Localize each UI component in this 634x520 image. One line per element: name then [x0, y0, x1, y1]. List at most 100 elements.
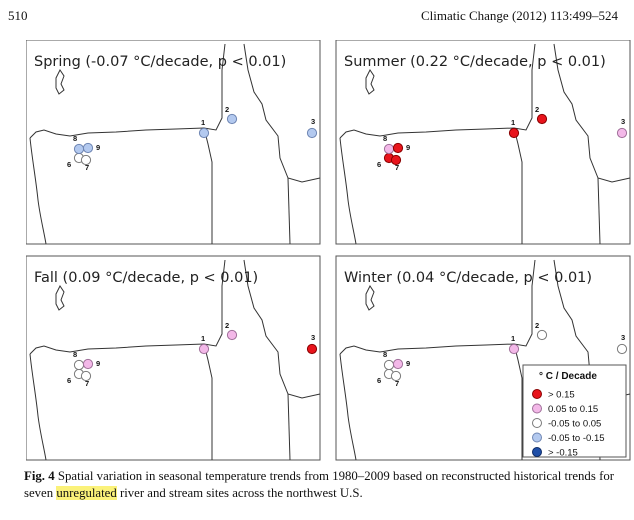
site-marker-7: [390, 154, 402, 166]
panel-frame: [26, 40, 321, 245]
site-marker-7: [80, 154, 92, 166]
state-border: [243, 43, 321, 183]
site-label-7: 7: [395, 163, 399, 172]
legend: ° C / Decade > 0.15 0.05 to 0.15 -0.05 to 0…: [522, 364, 627, 459]
puget-sound: [365, 69, 375, 95]
site-label-6: 6: [67, 160, 71, 169]
panel-title: Spring (-0.07 °C/decade, p < 0.01): [34, 54, 286, 70]
site-marker-8: [73, 359, 85, 371]
map-panel-summer: Summer (0.22 °C/decade, p < 0.01) 1 2 3 6 7 8 9: [335, 40, 631, 245]
coastline: [339, 43, 536, 139]
site-label-7: 7: [85, 379, 89, 388]
site-marker-2: [226, 113, 238, 125]
caption-highlight: unregulated: [56, 486, 117, 500]
site-label-6: 6: [67, 376, 71, 385]
site-marker-3: [616, 343, 628, 355]
legend-swatch-neg_small: [532, 432, 542, 443]
figure-caption: Fig. 4 Spatial variation in seasonal tem…: [24, 468, 614, 502]
state-border: [597, 177, 601, 245]
state-border: [287, 177, 291, 245]
site-label-2: 2: [225, 105, 229, 114]
site-label-9: 9: [406, 143, 410, 152]
site-label-6: 6: [377, 376, 381, 385]
coastline-south: [339, 137, 357, 245]
site-marker-9: [392, 142, 404, 154]
site-marker-7: [390, 370, 402, 382]
figure-svg: Spring (-0.07 °C/decade, p < 0.01) 1 2 3 6 7 8…: [26, 40, 631, 461]
site-label-2: 2: [535, 105, 539, 114]
site-marker-1: [198, 343, 210, 355]
site-label-8: 8: [73, 350, 77, 359]
site-marker-3: [616, 127, 628, 139]
puget-sound: [55, 69, 65, 95]
legend-label-neg_small: -0.05 to -0.15: [548, 433, 605, 444]
page-number: 510: [8, 8, 28, 23]
site-label-2: 2: [535, 321, 539, 330]
site-marker-9: [82, 142, 94, 154]
site-label-3: 3: [621, 117, 625, 126]
site-label-8: 8: [73, 134, 77, 143]
site-label-9: 9: [406, 359, 410, 368]
caption-text-after: river and stream sites across the northw…: [116, 486, 363, 500]
legend-label-near_zero: -0.05 to 0.05: [548, 419, 601, 430]
site-marker-2: [226, 329, 238, 341]
running-head: Climatic Change (2012) 113:499–524: [420, 8, 618, 23]
state-border: [553, 43, 631, 183]
map-panel-fall: Fall (0.09 °C/decade, p < 0.01) 1 2 3 6 7 8 9: [26, 255, 321, 461]
site-label-8: 8: [383, 134, 387, 143]
site-label-9: 9: [96, 359, 100, 368]
caption-text-before: Spatial variation in seasonal temperatur…: [24, 469, 614, 500]
site-marker-8: [73, 143, 85, 155]
site-marker-1: [508, 127, 520, 139]
site-label-1: 1: [511, 334, 515, 343]
coastline: [29, 43, 226, 139]
legend-swatch-near_zero: [532, 418, 542, 428]
site-marker-3: [306, 343, 318, 355]
state-border: [287, 393, 291, 461]
caption-label: Fig. 4: [24, 469, 55, 483]
legend-label-neg_large: > -0.15: [548, 448, 578, 459]
panel-title: Winter (0.04 °C/decade, p < 0.01): [344, 270, 592, 286]
site-marker-9: [392, 358, 404, 370]
site-marker-1: [198, 127, 210, 139]
puget-sound: [365, 285, 375, 311]
panel-title: Fall (0.09 °C/decade, p < 0.01): [34, 270, 258, 286]
site-label-3: 3: [621, 333, 625, 342]
panel-frame: [26, 255, 321, 461]
site-marker-8: [383, 359, 395, 371]
site-label-2: 2: [225, 321, 229, 330]
site-marker-1: [508, 343, 520, 355]
site-marker-8: [383, 143, 395, 155]
site-label-1: 1: [201, 334, 205, 343]
coastline-south: [29, 353, 47, 461]
site-label-3: 3: [311, 333, 315, 342]
map-panel-spring: Spring (-0.07 °C/decade, p < 0.01) 1 2 3 6 7 8…: [26, 40, 321, 245]
legend-swatch-pos_small: [532, 403, 542, 414]
legend-swatch-neg_large: [532, 447, 542, 457]
coastline-south: [339, 353, 357, 461]
coastline: [29, 259, 226, 355]
site-label-8: 8: [383, 350, 387, 359]
panel-title: Summer (0.22 °C/decade, p < 0.01): [344, 54, 606, 70]
site-label-6: 6: [377, 160, 381, 169]
site-label-9: 9: [96, 143, 100, 152]
site-label-7: 7: [395, 379, 399, 388]
site-marker-7: [80, 370, 92, 382]
coastline: [339, 259, 536, 355]
site-marker-9: [82, 358, 94, 370]
legend-swatch-gt015: [532, 389, 542, 399]
puget-sound: [55, 285, 65, 311]
site-label-1: 1: [201, 118, 205, 127]
state-border: [243, 259, 321, 399]
site-marker-2: [536, 329, 548, 341]
legend-title: ° C / Decade: [539, 371, 597, 382]
site-label-1: 1: [511, 118, 515, 127]
legend-label-gt015: > 0.15: [548, 390, 575, 401]
site-marker-3: [306, 127, 318, 139]
figure-4: Spring (-0.07 °C/decade, p < 0.01) 1 2 3 6 7 8…: [26, 40, 634, 462]
panel-frame: [335, 40, 631, 245]
site-label-7: 7: [85, 163, 89, 172]
site-label-3: 3: [311, 117, 315, 126]
site-marker-2: [536, 113, 548, 125]
legend-label-pos_small: 0.05 to 0.15: [548, 404, 598, 415]
